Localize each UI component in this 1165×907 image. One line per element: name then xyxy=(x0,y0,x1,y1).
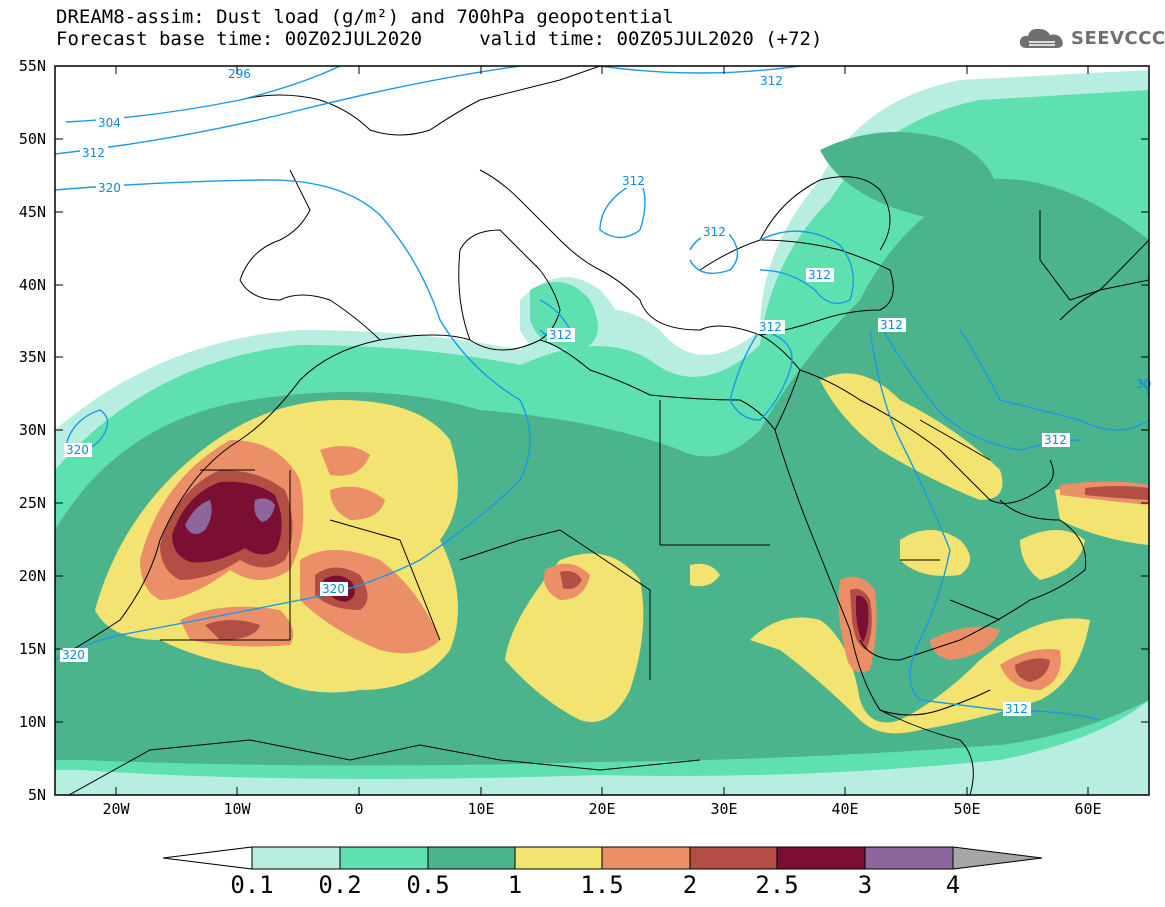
colorbar-label: 2 xyxy=(682,871,698,899)
contour-label: 312 xyxy=(703,225,726,239)
contour-label: 312 xyxy=(808,268,831,282)
lon-label: 30E xyxy=(710,800,738,818)
lon-label: 20E xyxy=(588,800,616,818)
colorbar-label: 1 xyxy=(507,871,523,899)
lat-label: 5N xyxy=(27,786,46,804)
dust-fields xyxy=(55,70,1149,795)
map-title: DREAM8-assim: Dust load (g/m²) and 700hP… xyxy=(56,6,674,28)
coastlines xyxy=(55,66,1149,795)
colorbar-label: 4 xyxy=(945,871,961,899)
contour-label: 312 xyxy=(82,146,105,160)
contour-labels: 304 312 320 296 312 312 312 312 312 312 … xyxy=(60,67,1151,716)
lon-label: 10E xyxy=(467,800,495,818)
contour-label: 320 xyxy=(66,443,89,457)
seevccc-logo: SEEVCCC xyxy=(1017,24,1165,52)
colorbar-label: 0.1 xyxy=(230,871,274,899)
colorbar-label: 0.5 xyxy=(406,871,450,899)
lat-label: 10N xyxy=(18,713,46,731)
forecast-times: Forecast base time: 00Z02JUL2020 valid t… xyxy=(56,28,823,50)
lat-label: 35N xyxy=(18,348,46,366)
contour-label: 312 xyxy=(622,174,645,188)
colorbar-swatch-2-2.5 xyxy=(689,846,778,870)
cloud-icon xyxy=(1019,28,1063,48)
lon-label: 20W xyxy=(102,800,130,818)
contour-label: 320 xyxy=(322,582,345,596)
contour-label: 320 xyxy=(62,648,85,662)
contour-label: 312 xyxy=(1005,702,1028,716)
lat-label: 45N xyxy=(18,203,46,221)
colorbar-swatch-0.5-1 xyxy=(427,846,516,870)
colorbar-swatch-3-4 xyxy=(864,846,954,870)
contour-label: 296 xyxy=(228,67,251,81)
lon-label: 10W xyxy=(223,800,251,818)
lat-label: 55N xyxy=(18,57,46,75)
colorbar-label: 1.5 xyxy=(580,871,624,899)
lat-label: 30N xyxy=(18,421,46,439)
lon-label: 60E xyxy=(1074,800,1102,818)
contour-label: 312 xyxy=(759,320,782,334)
contour-label: 304 xyxy=(98,116,121,130)
colorbar-swatch-1-1.5 xyxy=(514,846,603,870)
colorbar xyxy=(162,846,1043,870)
colorbar-left-arrow xyxy=(162,846,253,870)
lat-label: 15N xyxy=(18,640,46,658)
colorbar-swatch-2.5-3 xyxy=(776,846,866,870)
contour-label: 30 xyxy=(1136,377,1151,391)
colorbar-swatch-0.1-0.2 xyxy=(251,846,341,870)
colorbar-right-arrow xyxy=(952,846,1043,870)
lat-label: 20N xyxy=(18,567,46,585)
contour-label: 312 xyxy=(760,74,783,88)
colorbar-label: 0.2 xyxy=(318,871,362,899)
lat-label: 50N xyxy=(18,130,46,148)
lon-label: 50E xyxy=(953,800,981,818)
lon-label: 0 xyxy=(354,800,364,818)
colorbar-label: 2.5 xyxy=(755,871,799,899)
contour-label: 312 xyxy=(549,328,572,342)
contour-label: 312 xyxy=(1044,433,1067,447)
colorbar-label: 3 xyxy=(857,871,873,899)
contour-label: 320 xyxy=(98,181,121,195)
colorbar-swatch-1.5-2 xyxy=(601,846,691,870)
lat-label: 40N xyxy=(18,276,46,294)
colorbar-swatch-0.2-0.5 xyxy=(339,846,429,870)
contour-label: 312 xyxy=(880,318,903,332)
lat-label: 25N xyxy=(18,494,46,512)
axis-ticks xyxy=(55,65,1149,795)
logo-text: SEEVCCC xyxy=(1071,27,1165,49)
lon-label: 40E xyxy=(831,800,859,818)
